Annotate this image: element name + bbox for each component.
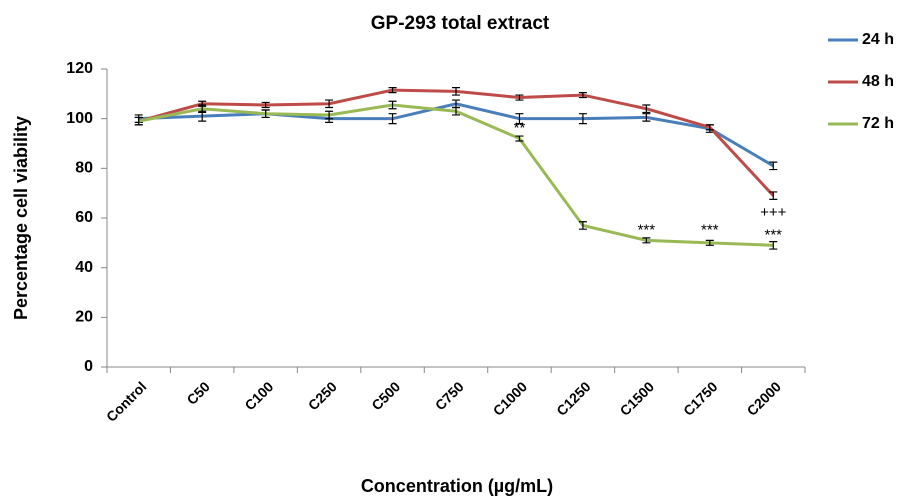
y-tick-label: 40: [75, 259, 93, 276]
error-bar: [705, 124, 714, 131]
y-tick-label: 120: [66, 60, 93, 77]
error-bar: [578, 91, 587, 99]
chart-title: GP-293 total extract: [371, 13, 550, 34]
error-bar: [642, 237, 651, 244]
y-tick-label: 20: [75, 309, 93, 326]
x-tick-label: C1750: [680, 378, 721, 419]
annotation: +++: [760, 204, 787, 221]
x-tick-label: C500: [368, 378, 403, 413]
error-bar: [388, 113, 397, 125]
error-bar: [198, 104, 207, 114]
error-bar: [452, 106, 460, 116]
error-bar: [261, 101, 270, 109]
y-tick-label: 80: [75, 160, 93, 177]
legend-label: 48 h: [862, 73, 894, 90]
x-tick-label: C100: [241, 378, 276, 413]
y-tick-label: 60: [75, 209, 93, 226]
error-bar: [388, 87, 397, 94]
annotation: **: [514, 120, 526, 137]
x-tick-label: C1250: [553, 378, 594, 419]
error-bar: [325, 99, 334, 109]
x-tick-label: C250: [305, 378, 340, 413]
error-bar: [642, 104, 651, 114]
legend-label: 24 h: [862, 31, 894, 48]
error-bar: [261, 109, 270, 119]
annotation: ***: [765, 226, 783, 243]
y-tick-label: 100: [66, 110, 93, 127]
error-bar: [515, 113, 524, 125]
error-bar: [769, 240, 778, 250]
error-bar: [452, 87, 460, 96]
x-tick-label: C1000: [490, 378, 531, 419]
x-tick-label: C750: [432, 378, 467, 413]
error-bar: [515, 94, 524, 101]
series-line: [138, 103, 774, 247]
annotation: ***: [701, 221, 719, 238]
y-axis-label: Percentage cell viability: [11, 116, 31, 320]
error-bar: [515, 135, 524, 142]
error-bar: [769, 161, 778, 171]
x-tick-label: C2000: [744, 378, 785, 419]
error-bar: [325, 110, 334, 120]
x-tick-label: C50: [183, 378, 213, 408]
legend-label: 72 h: [862, 115, 894, 132]
error-bar: [642, 113, 651, 122]
error-bar: [769, 191, 778, 200]
y-tick-label: 0: [84, 358, 93, 375]
error-bar: [578, 113, 587, 125]
x-tick-label: C1500: [617, 378, 658, 419]
x-axis-label: Concentration (µg/mL): [361, 476, 553, 496]
error-bar: [388, 100, 397, 110]
annotation: ***: [638, 221, 656, 238]
x-tick-label: Control: [103, 378, 150, 425]
error-bar: [578, 221, 587, 230]
error-bar: [134, 116, 143, 126]
error-bar: [705, 239, 714, 246]
